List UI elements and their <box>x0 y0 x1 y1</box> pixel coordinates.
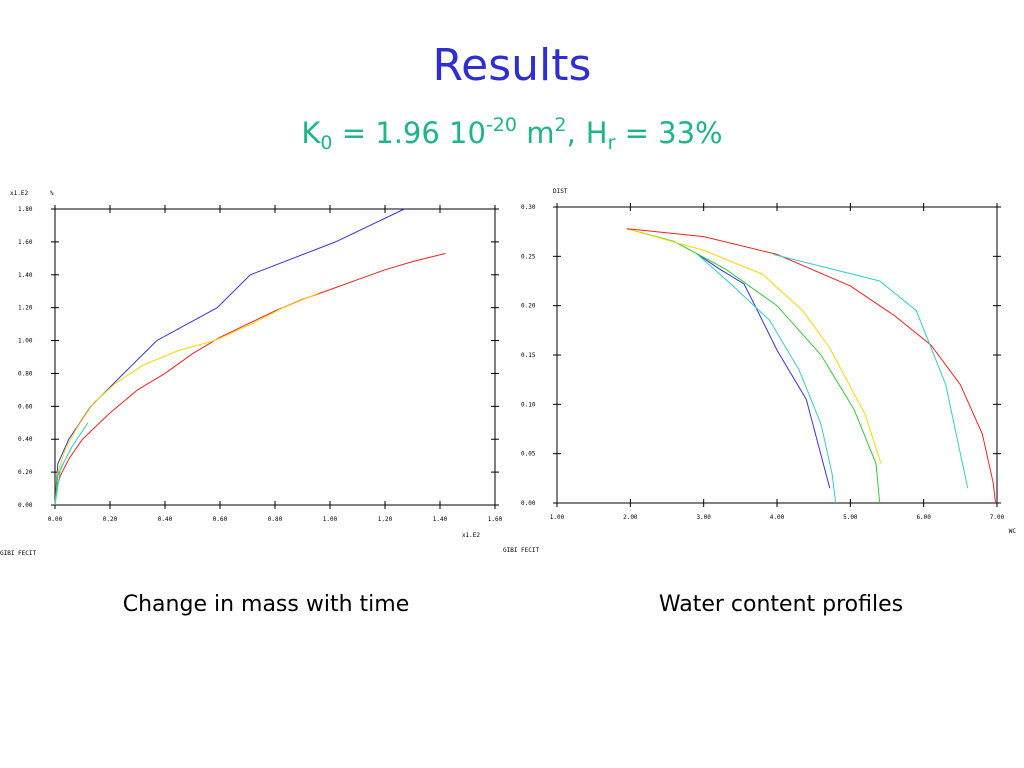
k-subscript: 0 <box>320 132 333 154</box>
x-tick-label: 2.00 <box>623 514 638 521</box>
y-tick-label: 1.40 <box>18 272 33 279</box>
y-tick-label: 0.40 <box>18 436 33 443</box>
series-line-3 <box>54 292 320 506</box>
x-unit-label: WC <box>1009 528 1017 535</box>
x-unit-label: x1.E2 <box>462 532 480 539</box>
series-line-1 <box>54 208 405 506</box>
k-exponent: -20 <box>485 114 517 136</box>
slide-title: Results <box>432 40 592 91</box>
x-tick-label: 7.00 <box>990 514 1005 521</box>
x-tick-label: 5.00 <box>843 514 858 521</box>
series-line-4 <box>626 228 882 464</box>
y-tick-label: 1.00 <box>18 338 33 345</box>
y-tick-label: 0.60 <box>18 403 33 410</box>
y-tick-label: 0.15 <box>521 352 536 359</box>
series-line-5 <box>54 422 89 506</box>
y-tick-label: 0.20 <box>521 303 536 310</box>
series-line-6 <box>773 253 969 489</box>
axis-corner-label: x1.E2 <box>10 190 28 197</box>
plot-frame <box>556 206 998 504</box>
footer-label: GIBI FECIT <box>0 550 37 557</box>
left-caption: Change in mass with time <box>122 592 410 617</box>
x-tick-label: 1.00 <box>550 514 565 521</box>
y-tick-label: 0.25 <box>521 253 536 260</box>
y-tick-label: 0.10 <box>521 401 536 408</box>
x-tick-label: 0.60 <box>213 516 228 523</box>
x-tick-label: 0.00 <box>48 516 63 523</box>
h-value: = 33% <box>624 116 723 150</box>
y-tick-label: 0.00 <box>521 500 536 507</box>
footer-label: GIBI FECIT <box>503 547 540 554</box>
mass-change-chart: 0.00 0.20 0.40 0.60 0.80 1.00 1.20 1.40 1.60 1.80… <box>0 190 503 557</box>
x-tick-label: 0.40 <box>158 516 173 523</box>
y-tick-label: 0.00 <box>18 502 33 509</box>
h-subscript: r <box>607 132 616 154</box>
y-tick-label: 0.05 <box>521 451 536 458</box>
k-value: = 1.96 10 <box>341 116 486 150</box>
x-tick-label: 4.00 <box>770 514 785 521</box>
series-line-2 <box>695 253 837 504</box>
y-tick-label: 0.20 <box>18 469 33 476</box>
x-tick-label: 1.00 <box>323 516 338 523</box>
k-symbol: K <box>301 116 321 150</box>
series-line-3 <box>626 228 881 504</box>
x-tick-label: 3.00 <box>696 514 711 521</box>
x-tick-label: 1.60 <box>488 516 503 523</box>
separator: , <box>566 116 576 150</box>
series-line-1 <box>696 252 831 489</box>
y-tick-label: 0.30 <box>521 204 536 211</box>
series-line-2 <box>54 252 446 506</box>
k-unit: m <box>526 116 555 150</box>
x-tick-label: 1.20 <box>378 516 393 523</box>
x-tick-label: 0.20 <box>103 516 118 523</box>
axis-corner-label: DIST <box>553 188 568 195</box>
series-line-5 <box>626 228 996 504</box>
k-unit-exponent: 2 <box>554 114 567 136</box>
y-tick-label: 1.60 <box>18 239 33 246</box>
water-content-chart: 0.00 0.05 0.10 0.15 0.20 0.25 0.30 1.00 2.00 3.00… <box>503 188 1017 554</box>
axis-corner-label: % <box>50 190 54 197</box>
y-tick-label: 1.80 <box>18 206 33 213</box>
right-caption: Water content profiles <box>658 592 904 617</box>
x-tick-label: 0.80 <box>268 516 283 523</box>
y-tick-label: 0.80 <box>18 370 33 377</box>
y-tick-label: 1.20 <box>18 305 33 312</box>
x-tick-label: 6.00 <box>916 514 931 521</box>
h-symbol: H <box>585 116 608 150</box>
x-tick-label: 1.40 <box>433 516 448 523</box>
parameters-subtitle: K0 = 1.96 10-20 m2, Hr = 33% <box>0 104 1024 164</box>
